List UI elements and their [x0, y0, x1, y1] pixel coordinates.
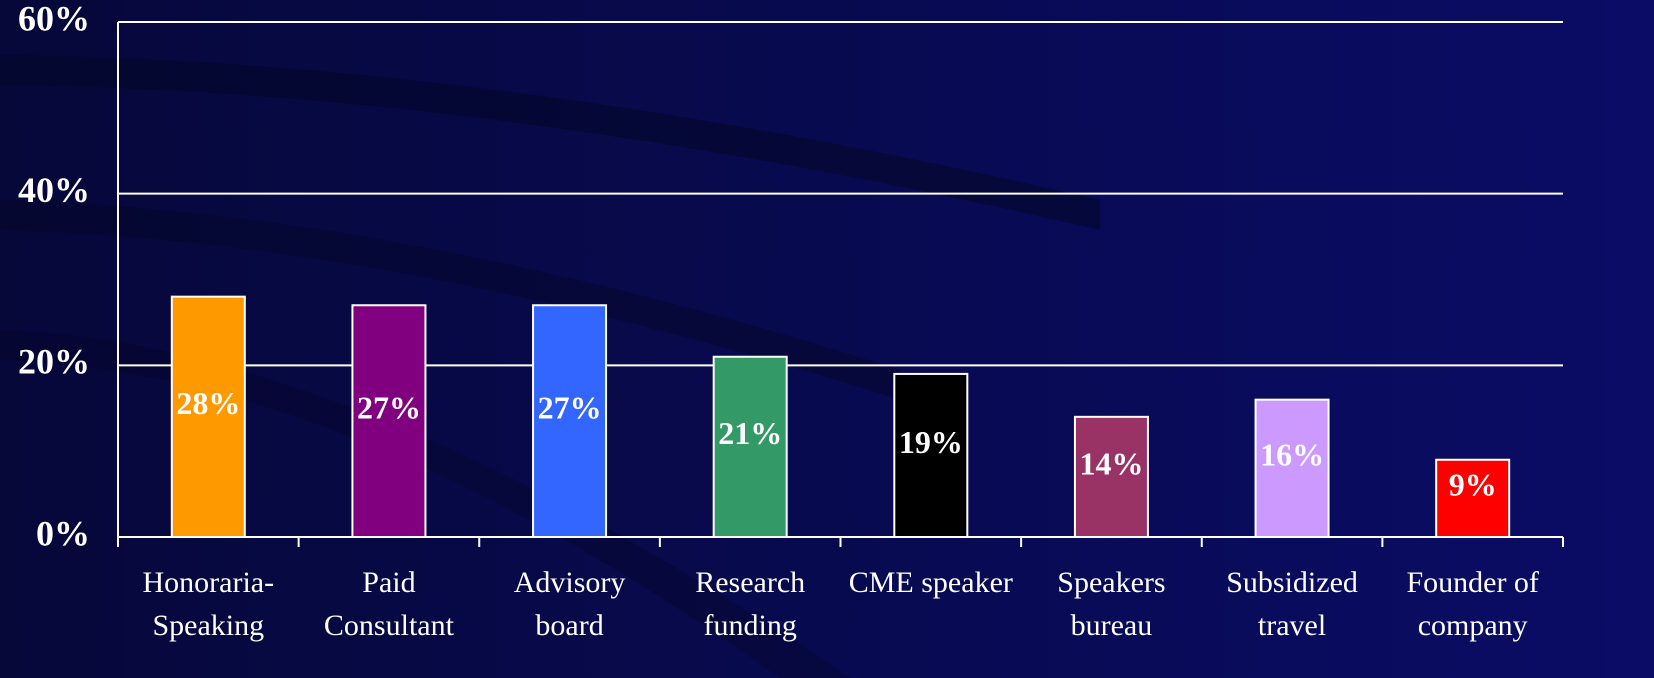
bar	[351, 304, 427, 538]
x-tick-label: Consultant	[324, 609, 455, 642]
x-tick-label: Advisory	[514, 566, 626, 599]
bar	[1073, 415, 1149, 539]
swoosh	[0, 200, 900, 400]
bar	[170, 295, 246, 538]
x-tick-label: CME speaker	[849, 566, 1013, 599]
x-tick-label: travel	[1258, 609, 1326, 642]
y-tick-label: 0%	[36, 513, 90, 553]
x-tick-label: Paid	[362, 566, 415, 599]
x-tick-label: bureau	[1071, 609, 1153, 642]
x-tick-label: board	[535, 609, 603, 642]
bar	[1435, 458, 1511, 538]
value-label: 27%	[357, 389, 421, 425]
value-label: 16%	[1260, 437, 1324, 473]
value-label: 28%	[176, 385, 240, 421]
value-label: 14%	[1079, 445, 1143, 481]
bar	[712, 355, 788, 538]
bar	[532, 304, 608, 538]
y-tick-label: 20%	[18, 342, 90, 382]
x-tick-label: Speakers	[1057, 566, 1165, 599]
value-label: 9%	[1449, 467, 1497, 503]
x-tick-label: Subsidized	[1226, 566, 1358, 599]
y-tick-label: 40%	[18, 170, 90, 210]
value-label: 21%	[718, 415, 782, 451]
x-tick-label: Speaking	[152, 609, 264, 642]
x-tick-label: Honoraria-	[143, 566, 275, 599]
swoosh	[0, 330, 850, 678]
x-tick-label: funding	[704, 609, 797, 642]
x-tick-label: Founder of	[1406, 566, 1538, 599]
value-label: 27%	[538, 389, 602, 425]
bar	[1254, 398, 1330, 538]
x-tick-label: Research	[695, 566, 805, 599]
bar	[893, 372, 969, 538]
x-tick-label: company	[1418, 609, 1528, 642]
swoosh	[0, 55, 1100, 230]
value-label: 19%	[899, 424, 963, 460]
y-tick-label: 60%	[18, 0, 90, 38]
